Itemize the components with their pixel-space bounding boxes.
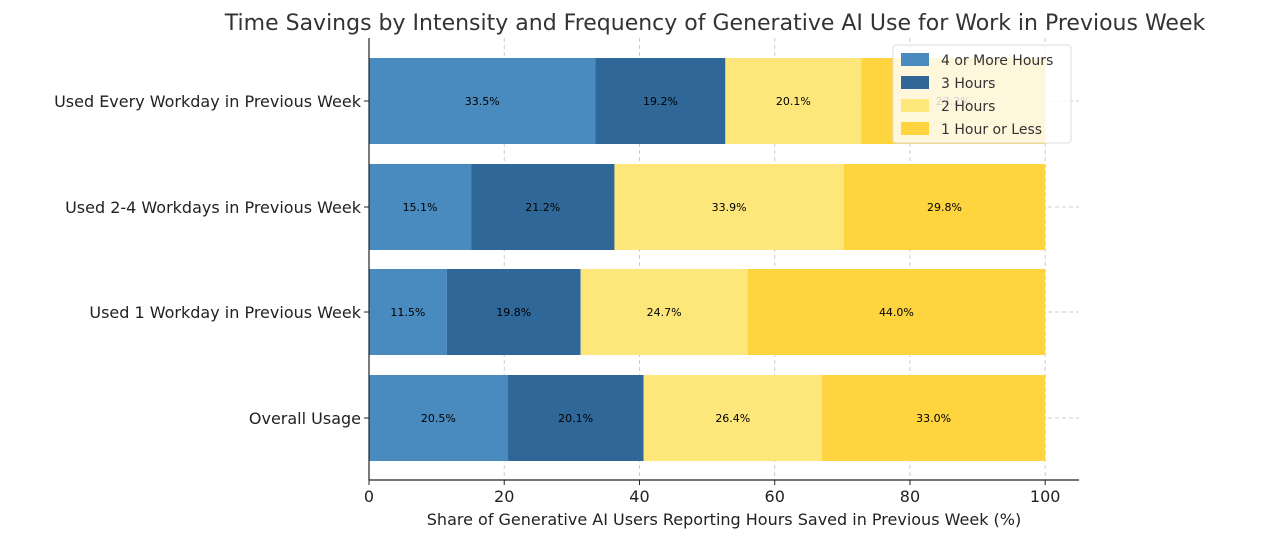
x-ticks: 0 20 40 60 80 100 — [364, 480, 1061, 506]
y-category-labels: Used Every Workday in Previous Week Used … — [54, 92, 362, 428]
legend-swatch — [901, 99, 929, 112]
x-tick-label: 0 — [364, 487, 374, 506]
bar-segment — [369, 375, 508, 461]
bar-segment-label: 44.0% — [879, 306, 914, 319]
axes — [364, 38, 1079, 481]
bar-segment-label: 33.9% — [712, 201, 747, 214]
legend-swatch — [901, 76, 929, 89]
segment-labels: 33.5%19.2%20.1%27.2%15.1%21.2%33.9%29.8%… — [390, 95, 970, 425]
bar-segment — [643, 375, 823, 461]
bars — [369, 58, 1046, 461]
bar-segment — [725, 58, 862, 144]
x-tick-label: 60 — [765, 487, 785, 506]
bar-segment-label: 26.4% — [715, 412, 750, 425]
legend-label: 1 Hour or Less — [941, 122, 1042, 138]
y-category-label: Overall Usage — [249, 409, 361, 428]
chart-title: Time Savings by Intensity and Frequency … — [224, 11, 1206, 36]
bar-segment-label: 20.1% — [776, 95, 811, 108]
bar-segment — [369, 164, 472, 250]
x-tick-label: 40 — [629, 487, 649, 506]
bar-segment — [614, 164, 844, 250]
bar-segment — [446, 269, 581, 355]
bar-segment — [822, 375, 1046, 461]
x-axis-label: Share of Generative AI Users Reporting H… — [427, 510, 1021, 529]
x-tick-label: 100 — [1030, 487, 1061, 506]
y-category-label: Used 1 Workday in Previous Week — [89, 303, 361, 322]
bar-segment — [580, 269, 748, 355]
legend-swatch — [901, 53, 929, 66]
legend: 4 or More Hours 3 Hours 2 Hours 1 Hour or L… — [892, 44, 1072, 144]
bar-segment — [471, 164, 615, 250]
x-tick-label: 80 — [900, 487, 920, 506]
legend-label: 3 Hours — [941, 76, 995, 92]
legend-box — [892, 44, 1072, 144]
legend-swatch — [901, 122, 929, 135]
bar-segment-label: 11.5% — [390, 306, 425, 319]
bar-segment-label: 21.2% — [525, 201, 560, 214]
bar-segment-label: 19.2% — [643, 95, 678, 108]
bar-segment-label: 20.1% — [558, 412, 593, 425]
x-tick-label: 20 — [494, 487, 514, 506]
y-category-label: Used 2-4 Workdays in Previous Week — [65, 198, 362, 217]
bar-segment-label: 15.1% — [403, 201, 438, 214]
bar-segment — [843, 164, 1046, 250]
bar-segment — [507, 375, 644, 461]
bar-segment — [595, 58, 726, 144]
bar-segment-label: 33.5% — [465, 95, 500, 108]
y-category-label: Used Every Workday in Previous Week — [54, 92, 362, 111]
bar-segment — [747, 269, 1046, 355]
bar-segment-label: 29.8% — [927, 201, 962, 214]
bar-segment — [369, 269, 447, 355]
bar-segment-label: 24.7% — [647, 306, 682, 319]
legend-label: 2 Hours — [941, 99, 995, 115]
bar-segment-label: 20.5% — [421, 412, 456, 425]
legend-label: 4 or More Hours — [941, 53, 1053, 69]
bar-segment — [369, 58, 596, 144]
bar-segment-label: 19.8% — [496, 306, 531, 319]
bar-segment-label: 33.0% — [916, 412, 951, 425]
